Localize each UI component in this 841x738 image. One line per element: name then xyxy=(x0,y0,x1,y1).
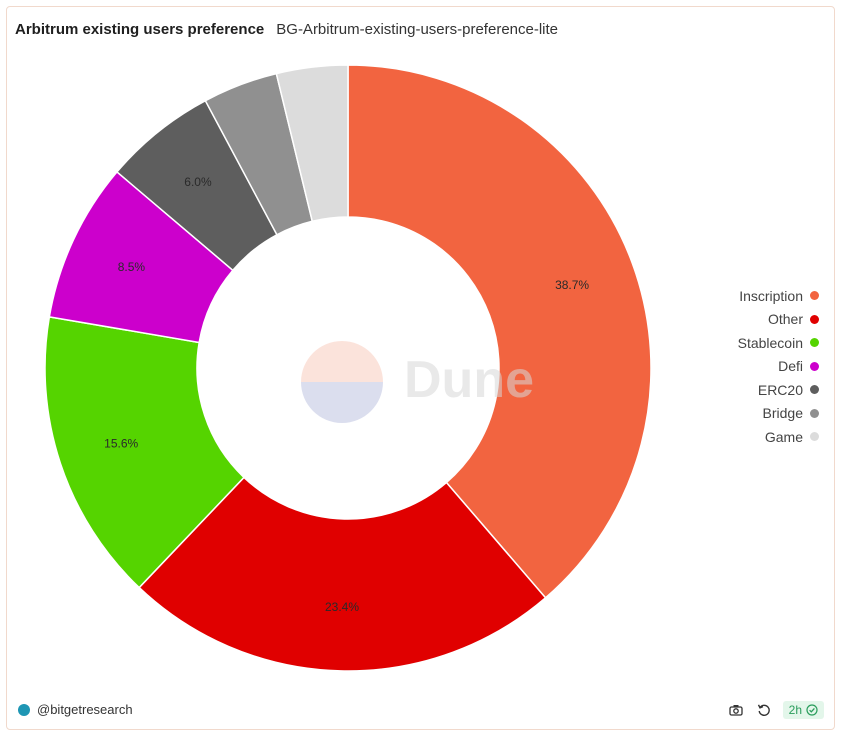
legend-swatch xyxy=(810,408,819,418)
footer-actions: 2h xyxy=(727,701,824,719)
slice-stablecoin[interactable] xyxy=(44,315,246,589)
avatar xyxy=(18,703,30,716)
legend-item-game[interactable]: Game xyxy=(639,425,819,449)
legend-label: Other xyxy=(767,311,803,328)
dune-logo-watermark xyxy=(301,341,383,423)
chart-header: Arbitrum existing users preference BG-Ar… xyxy=(15,21,558,38)
chart-title: Arbitrum existing users preference xyxy=(15,21,265,38)
legend-item-erc20[interactable]: ERC20 xyxy=(639,378,819,402)
author-name: @bitgetresearch xyxy=(37,702,133,717)
legend-swatch xyxy=(810,432,819,442)
slice-inscription[interactable] xyxy=(347,64,652,599)
freshness-badge: 2h xyxy=(782,701,824,719)
legend-label: Game xyxy=(764,428,803,445)
legend-swatch xyxy=(810,338,819,348)
check-circle-icon xyxy=(806,704,818,716)
legend-swatch xyxy=(810,361,819,371)
dune-watermark-text: Dune xyxy=(404,351,534,409)
author-link[interactable]: @bitgetresearch xyxy=(18,702,133,717)
data-label-other: 23.4% xyxy=(325,600,359,614)
legend-item-stablecoin[interactable]: Stablecoin xyxy=(639,331,819,355)
legend-label: Inscription xyxy=(739,287,803,304)
legend-item-bridge[interactable]: Bridge xyxy=(639,402,819,426)
data-label-defi: 8.5% xyxy=(118,260,146,274)
slice-game[interactable] xyxy=(275,64,349,223)
legend-label: Stablecoin xyxy=(737,334,803,351)
legend-item-other[interactable]: Other xyxy=(639,308,819,332)
slice-other[interactable] xyxy=(138,476,547,672)
refresh-icon[interactable] xyxy=(755,701,773,719)
data-label-inscription: 38.7% xyxy=(555,278,589,292)
legend-swatch xyxy=(810,314,819,324)
freshness-age: 2h xyxy=(788,703,802,717)
legend-swatch xyxy=(810,385,819,395)
legend-label: Bridge xyxy=(762,405,803,422)
legend-item-inscription[interactable]: Inscription xyxy=(639,284,819,308)
legend-swatch xyxy=(810,291,819,301)
legend-label: ERC20 xyxy=(757,381,803,398)
legend-item-defi[interactable]: Defi xyxy=(639,355,819,379)
legend-label: Defi xyxy=(778,358,803,375)
data-label-erc20: 6.0% xyxy=(184,175,212,189)
camera-icon[interactable] xyxy=(727,701,745,719)
chart-legend: Inscription Other Stablecoin Defi ERC20 Bridg… xyxy=(639,284,819,449)
chart-subtitle: BG-Arbitrum-existing-users-preference-li… xyxy=(276,21,559,38)
data-label-stablecoin: 15.6% xyxy=(104,436,138,450)
